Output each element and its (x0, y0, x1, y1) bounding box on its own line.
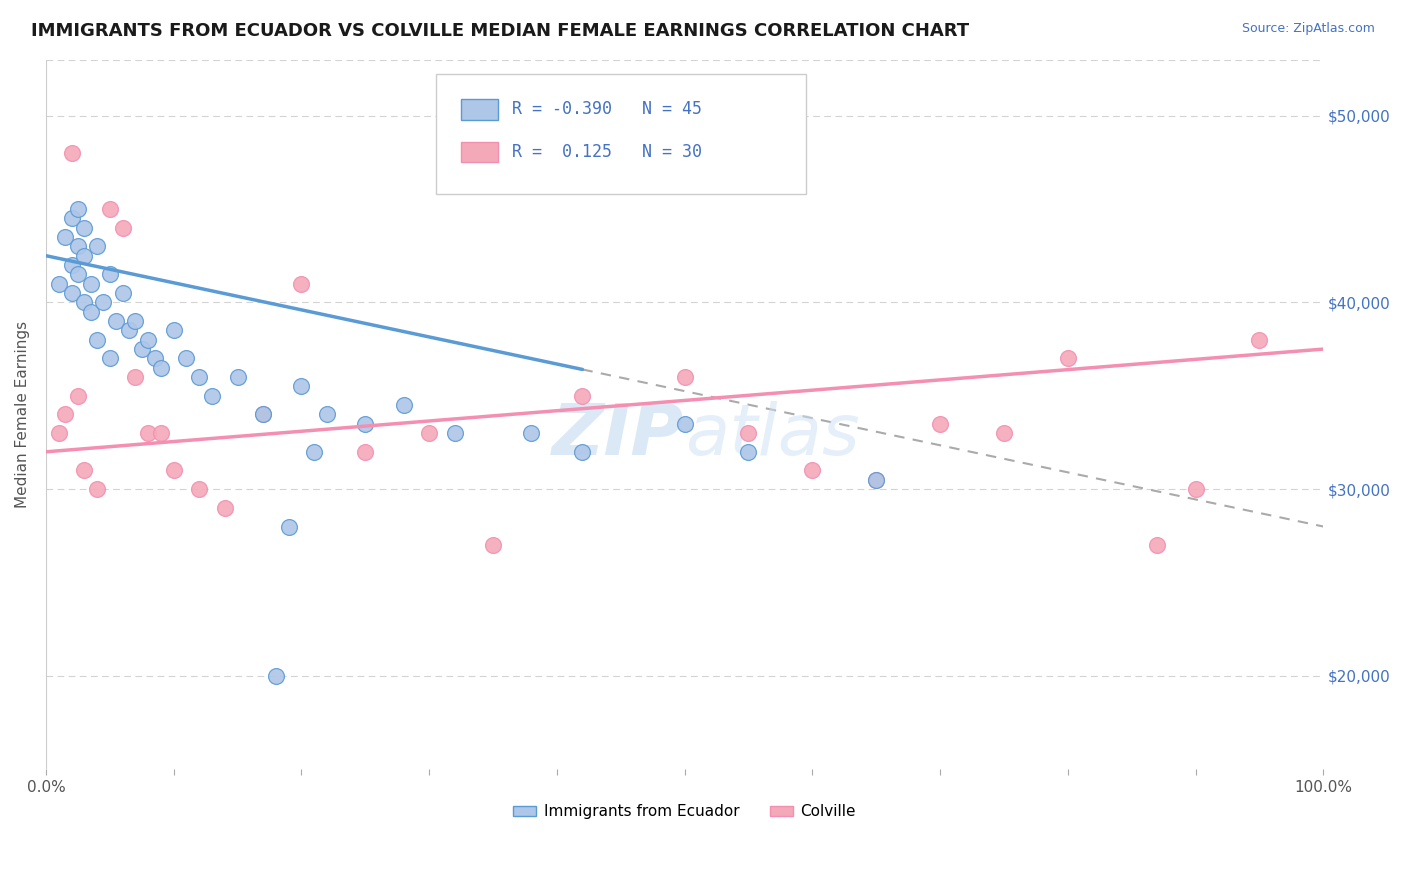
Text: R =  0.125   N = 30: R = 0.125 N = 30 (512, 143, 702, 161)
Point (66, 202, 89, 216)
Text: IMMIGRANTS FROM ECUADOR VS COLVILLE MEDIAN FEMALE EARNINGS CORRELATION CHART: IMMIGRANTS FROM ECUADOR VS COLVILLE MEDI… (31, 22, 969, 40)
Point (86, 333, 108, 347)
Point (131, 342, 153, 356)
Point (73, 295, 96, 310)
Point (673, 417, 696, 431)
Point (443, 426, 465, 441)
Point (354, 417, 377, 431)
Point (302, 445, 325, 459)
Point (124, 314, 146, 328)
Point (264, 669, 287, 683)
FancyBboxPatch shape (461, 99, 498, 120)
Text: Source: ZipAtlas.com: Source: ZipAtlas.com (1241, 22, 1375, 36)
Point (66, 268, 89, 282)
Point (60, 258, 83, 272)
Point (188, 482, 211, 496)
Point (929, 417, 952, 431)
Legend: Immigrants from Ecuador, Colville: Immigrants from Ecuador, Colville (508, 798, 862, 825)
Point (176, 351, 198, 366)
Point (226, 370, 249, 384)
Point (73, 463, 96, 477)
Point (53, 230, 76, 244)
Point (801, 463, 824, 477)
Point (252, 408, 274, 422)
Point (149, 426, 172, 441)
Point (277, 519, 299, 533)
Point (66, 239, 89, 253)
Point (93, 295, 115, 310)
Point (673, 370, 696, 384)
FancyBboxPatch shape (461, 142, 498, 162)
Point (1249, 333, 1271, 347)
Point (48, 426, 70, 441)
Point (290, 277, 312, 291)
FancyBboxPatch shape (436, 74, 806, 194)
Point (418, 426, 440, 441)
Point (111, 220, 134, 235)
Point (136, 426, 159, 441)
Text: ZIP: ZIP (553, 401, 685, 470)
Point (201, 389, 224, 403)
Point (214, 500, 236, 515)
Point (392, 398, 415, 412)
Point (290, 379, 312, 393)
Point (865, 473, 887, 487)
Point (118, 323, 141, 337)
Point (1056, 351, 1078, 366)
Point (571, 445, 593, 459)
Point (316, 408, 339, 422)
Point (520, 426, 543, 441)
Point (1146, 538, 1168, 552)
Point (98, 351, 121, 366)
Point (48, 277, 70, 291)
Point (737, 426, 759, 441)
Point (60, 286, 83, 301)
Text: atlas: atlas (685, 401, 859, 470)
Text: R = -0.390   N = 45: R = -0.390 N = 45 (512, 100, 702, 119)
Point (354, 445, 377, 459)
Point (60, 211, 83, 226)
Point (865, 473, 887, 487)
Point (60, 146, 83, 161)
Point (53, 408, 76, 422)
Point (1184, 482, 1206, 496)
Point (163, 463, 186, 477)
Point (482, 538, 505, 552)
Point (124, 370, 146, 384)
Point (66, 389, 89, 403)
Point (98, 202, 121, 216)
Point (252, 408, 274, 422)
Point (86, 239, 108, 253)
Point (571, 389, 593, 403)
Point (136, 333, 159, 347)
Point (143, 351, 166, 366)
Point (79, 277, 101, 291)
Point (163, 323, 186, 337)
Point (737, 445, 759, 459)
Point (79, 304, 101, 318)
Point (86, 482, 108, 496)
Point (993, 426, 1015, 441)
Point (149, 360, 172, 375)
Point (188, 370, 211, 384)
Point (98, 268, 121, 282)
Point (73, 249, 96, 263)
Point (73, 220, 96, 235)
Point (111, 286, 134, 301)
Point (105, 314, 128, 328)
Y-axis label: Median Female Earnings: Median Female Earnings (15, 321, 30, 508)
